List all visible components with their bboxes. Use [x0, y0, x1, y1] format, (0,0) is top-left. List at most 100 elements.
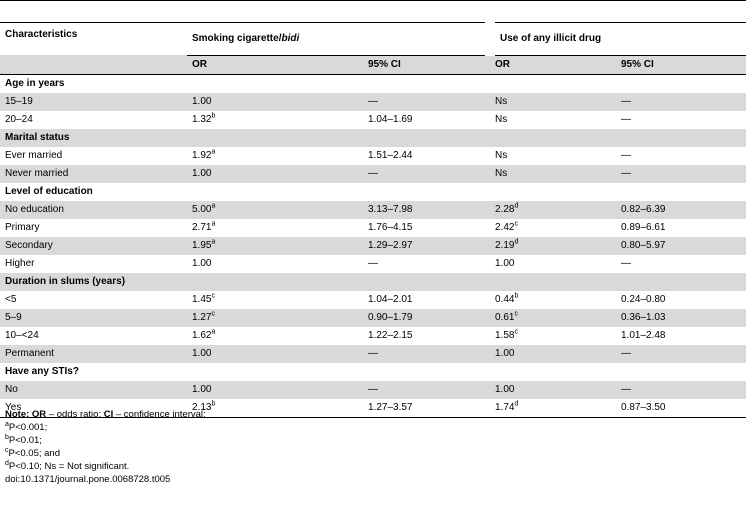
or-drug-cell: 1.00	[490, 255, 616, 273]
or-smoking-cell: 1.00	[187, 380, 363, 399]
or-smoking-cell: 1.32b	[187, 111, 363, 129]
ci-smoking-cell: —	[363, 380, 490, 399]
significance-mark: d	[514, 400, 519, 408]
ci-drug-cell-value: 0.36–1.03	[621, 312, 666, 323]
row-label: 20–24	[0, 111, 187, 129]
or-drug-cell: Ns	[490, 92, 616, 111]
ci-drug-cell: 0.24–0.80	[616, 291, 746, 309]
or-smoking-cell-value: 2.13	[192, 402, 212, 413]
header-row-groups: Characteristics Smoking cigarette/bidi U…	[0, 22, 746, 56]
or-smoking-cell-value: 1.92	[192, 150, 212, 161]
smoking-group-label: Smoking cigarette/	[192, 33, 282, 45]
significance-mark: b	[514, 292, 519, 300]
row-label: Never married	[0, 164, 187, 183]
footnote-text: P<0.10; Ns = Not significant.	[8, 461, 130, 472]
row-label: 10–<24	[0, 327, 187, 345]
table-row: Permanent 1.00 — 1.00 —	[0, 344, 746, 363]
or-drug-cell: Ns	[490, 111, 616, 129]
row-label: Primary	[0, 219, 187, 237]
or-drug-cell-value: Ns	[495, 168, 508, 179]
or-smoking-cell-value: 1.00	[192, 258, 212, 269]
ci-drug-cell-value: 1.01–2.48	[621, 330, 666, 341]
or-smoking-cell: 1.95a	[187, 236, 363, 255]
row-label: Secondary	[0, 236, 187, 255]
footnote-mark: c	[5, 446, 9, 454]
significance-mark: c	[514, 310, 518, 318]
ci-drug-cell-value: —	[621, 150, 631, 161]
or-drug-cell-value: 1.58	[495, 330, 515, 341]
or-drug-cell: 1.58c	[490, 327, 616, 345]
or-drug-cell: 2.19d	[490, 236, 616, 255]
or-header-smoking: OR	[187, 55, 363, 75]
ci-drug-cell-value: 0.80–5.97	[621, 240, 666, 251]
or-drug-cell-value: 0.44	[495, 294, 515, 305]
significance-mark: d	[514, 238, 519, 246]
ci-drug-cell-value: —	[621, 114, 631, 125]
footnote: dP<0.10; Ns = Not significant.	[5, 460, 206, 473]
row-label-value: Higher	[5, 258, 35, 269]
ci-drug-cell-value: 0.87–3.50	[621, 402, 666, 413]
row-label: Ever married	[0, 147, 187, 165]
or-drug-cell-value: Ns	[495, 96, 508, 107]
ci-smoking-cell-value: 1.27–3.57	[368, 402, 413, 413]
table-row: No 1.00 — 1.00 —	[0, 380, 746, 399]
ci-smoking-cell-value: —	[368, 348, 378, 359]
ci-drug-cell-value: —	[621, 168, 631, 179]
note-label: Note:	[5, 409, 30, 420]
row-label-value: 20–24	[5, 114, 33, 125]
or-drug-cell-value: Ns	[495, 150, 508, 161]
row-label-value: 5–9	[5, 312, 22, 323]
ci-smoking-cell-value: 1.22–2.15	[368, 330, 413, 341]
ci-smoking-cell-value: 1.29–2.97	[368, 240, 413, 251]
header-row-columns: OR 95% CI OR 95% CI	[0, 55, 746, 75]
significance-mark: a	[211, 220, 216, 228]
ci-smoking-cell: 1.29–2.97	[363, 236, 490, 255]
significance-mark: a	[211, 238, 216, 246]
section-row: Have any STIs?	[0, 363, 746, 381]
row-label-value: Yes	[5, 402, 22, 413]
footnote-mark: a	[5, 420, 9, 428]
or-drug-cell-value: 1.00	[495, 348, 515, 359]
ci-drug-cell: 0.82–6.39	[616, 200, 746, 219]
or-abbreviation: OR	[31, 409, 47, 420]
row-label-value: 15–19	[5, 96, 33, 107]
or-definition: – odds ratio;	[46, 409, 104, 420]
ci-smoking-cell: —	[363, 164, 490, 183]
or-drug-cell: 0.44b	[490, 291, 616, 309]
footnote-text: P<0.05; and	[8, 448, 61, 459]
ci-smoking-cell: 1.22–2.15	[363, 327, 490, 345]
abbreviation-note: Note: OR – odds ratio; CI – confidence i…	[5, 408, 206, 421]
row-label: <5	[0, 291, 187, 309]
illicit-drug-group-header: Use of any illicit drug	[490, 22, 746, 56]
or-smoking-cell: 2.13b	[187, 398, 363, 418]
ci-smoking-cell: 1.04–2.01	[363, 291, 490, 309]
ci-drug-cell: —	[616, 92, 746, 111]
or-smoking-cell: 1.00	[187, 164, 363, 183]
row-label-value: Ever married	[5, 150, 63, 161]
table-row: Higher 1.00 — 1.00 —	[0, 255, 746, 273]
or-header-drug: OR	[490, 55, 616, 75]
ci-smoking-cell-value: 1.51–2.44	[368, 150, 413, 161]
or-drug-cell: Ns	[490, 164, 616, 183]
table-row: Yes 2.13b 1.27–3.57 1.74d 0.87–3.50	[0, 398, 746, 418]
section-row: Duration in slums (years)	[0, 272, 746, 291]
or-drug-cell: 1.00	[490, 344, 616, 363]
section-title: Duration in slums (years)	[0, 272, 746, 291]
ci-abbreviation: CI	[103, 409, 114, 420]
or-drug-cell-value: 0.61	[495, 312, 515, 323]
ci-drug-cell-value: —	[621, 348, 631, 359]
footnote-mark: b	[5, 433, 9, 441]
table-row: 20–24 1.32b 1.04–1.69 Ns —	[0, 111, 746, 129]
or-drug-cell-value: 1.00	[495, 258, 515, 269]
ci-drug-cell: 1.01–2.48	[616, 327, 746, 345]
or-drug-cell-value: 1.00	[495, 384, 515, 395]
section-row: Marital status	[0, 128, 746, 147]
ci-smoking-cell-value: 1.04–1.69	[368, 114, 413, 125]
or-drug-cell-value: 2.42	[495, 222, 515, 233]
ci-smoking-cell-value: 1.04–2.01	[368, 294, 413, 305]
ci-header-drug: 95% CI	[616, 55, 746, 75]
footnote: aP<0.001;	[5, 421, 206, 434]
table-row: 10–<24 1.62a 1.22–2.15 1.58c 1.01–2.48	[0, 327, 746, 345]
or-drug-cell-value: 2.19	[495, 240, 515, 251]
section-title: Age in years	[5, 78, 65, 89]
